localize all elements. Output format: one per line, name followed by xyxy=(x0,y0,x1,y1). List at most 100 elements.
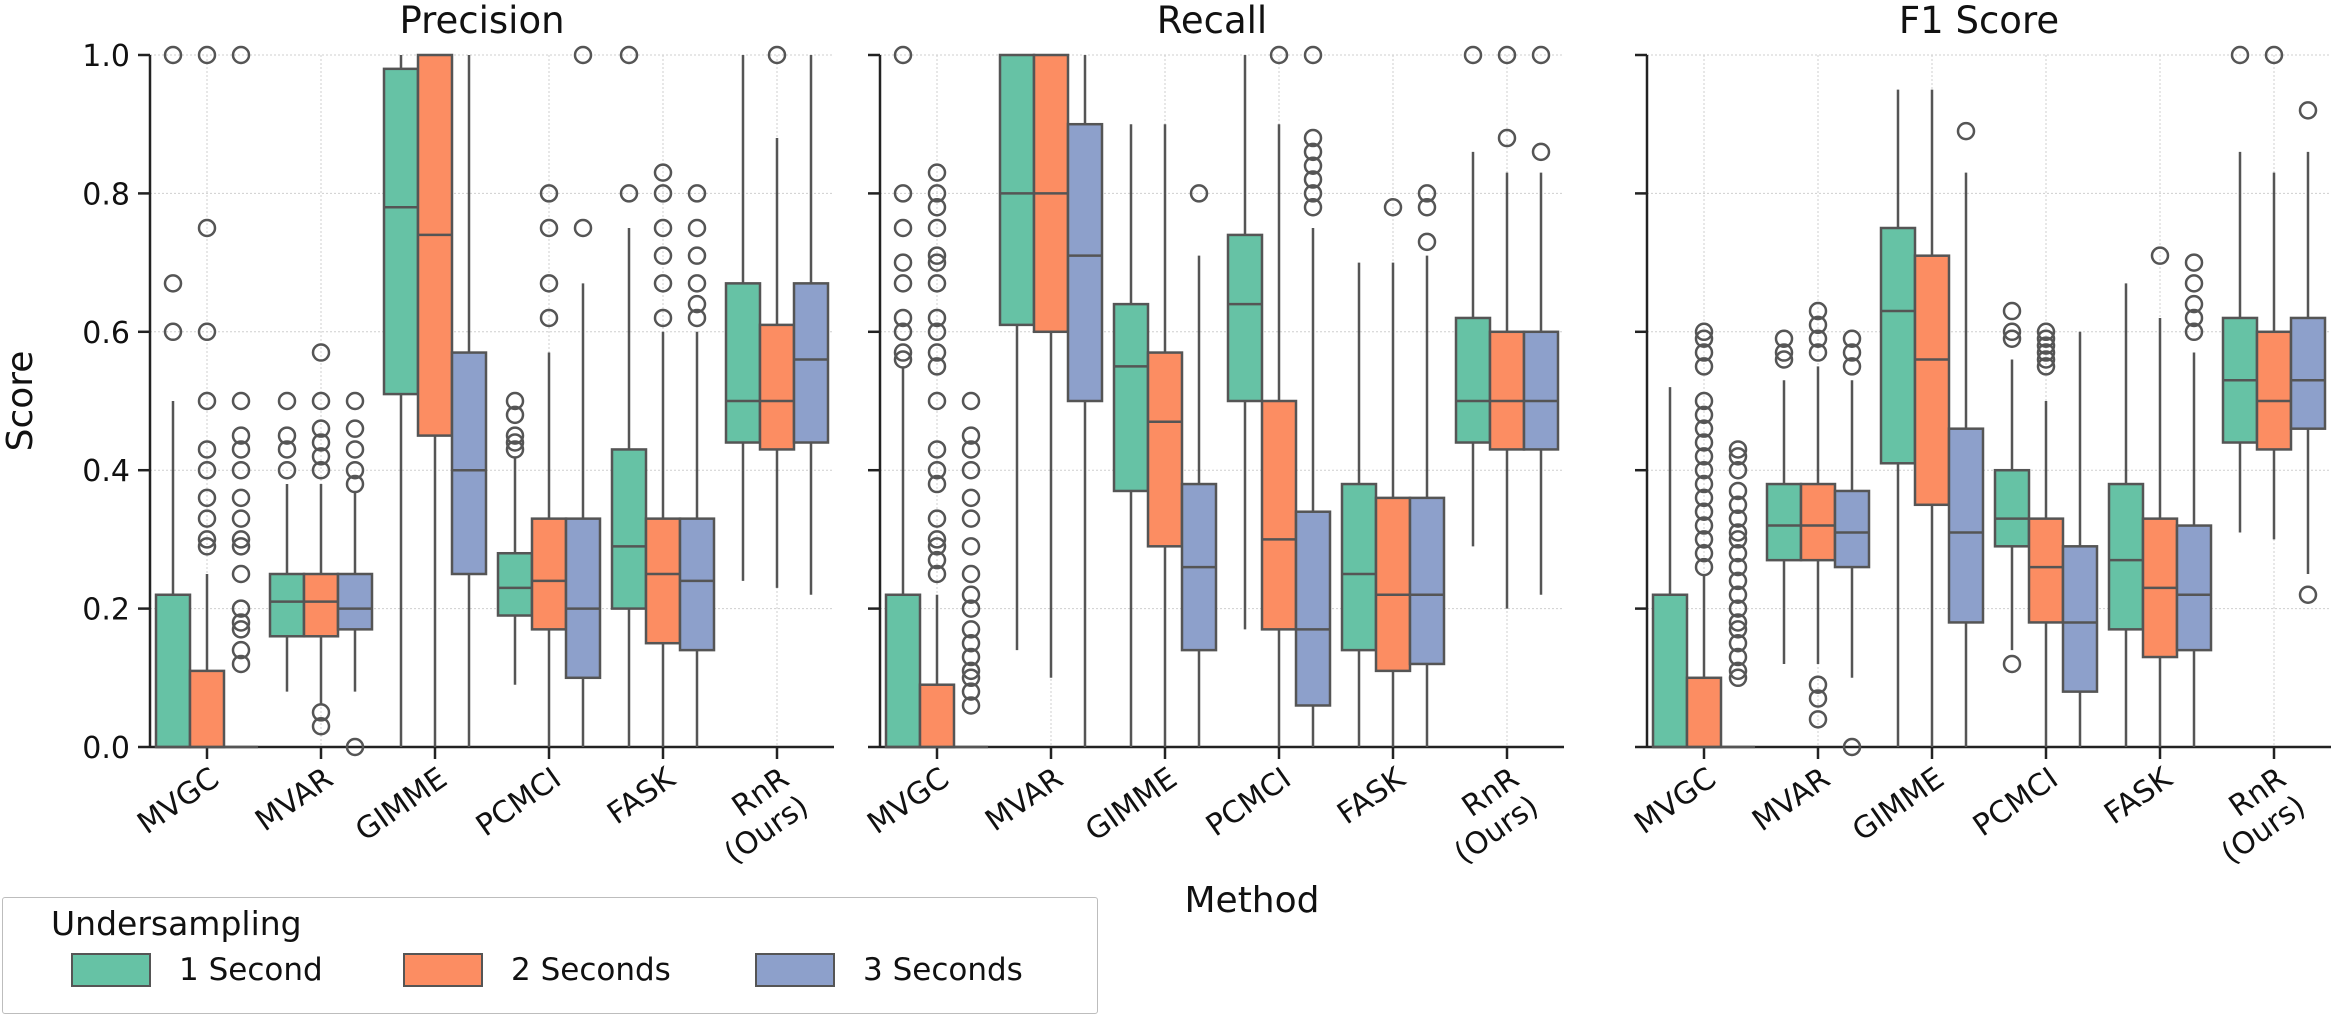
outlier-point xyxy=(231,440,251,459)
outlier-point xyxy=(893,45,913,65)
box-iqr xyxy=(1066,122,1104,403)
outlier-point xyxy=(1728,571,1748,591)
outlier-point xyxy=(1728,599,1748,618)
box-iqr xyxy=(758,323,796,451)
outlier-point xyxy=(2036,350,2056,369)
box-recall-mvgc-1s xyxy=(884,45,922,749)
outlier-point xyxy=(231,640,251,660)
panel-recall: Recall MVGC MVAR GIMME PCMCI FASK RnR(Ours) xyxy=(861,0,1564,871)
box-iqr xyxy=(1294,510,1332,707)
box-iqr xyxy=(416,53,454,437)
box-iqr xyxy=(2027,517,2065,624)
outlier-point xyxy=(231,599,251,618)
x-tick-label-fask: FASK xyxy=(1331,760,1413,832)
x-tick-label-fask: FASK xyxy=(601,760,683,832)
box-precision-fask-1s xyxy=(610,45,648,747)
box-iqr xyxy=(1879,226,1917,465)
outlier-point xyxy=(687,308,707,328)
outlier-point xyxy=(311,433,331,452)
outlier-point xyxy=(1728,440,1748,459)
box-iqr xyxy=(382,67,420,396)
outlier-point xyxy=(927,357,947,376)
box-precision-fask-2s xyxy=(644,163,682,747)
outlier-point xyxy=(311,343,331,362)
outlier-point xyxy=(927,550,947,570)
outlier-point xyxy=(1728,543,1748,563)
x-tick-label-gimme: GIMME xyxy=(1846,761,1950,849)
outlier-point xyxy=(927,460,947,480)
outlier-point xyxy=(1694,502,1714,521)
outlier-point xyxy=(1694,543,1714,563)
outlier-point xyxy=(961,668,981,688)
outlier-point xyxy=(653,308,673,328)
outlier-point xyxy=(311,460,331,480)
outlier-point xyxy=(927,530,947,549)
box-iqr xyxy=(1146,351,1184,548)
box-iqr xyxy=(496,551,534,617)
outlier-point xyxy=(231,564,251,584)
outlier-point xyxy=(927,564,947,584)
outlier-point xyxy=(1694,419,1714,438)
outlier-point xyxy=(893,350,913,369)
outlier-point xyxy=(961,661,981,681)
outlier-point xyxy=(927,537,947,556)
outlier-point xyxy=(1463,45,1483,65)
outlier-point xyxy=(927,474,947,494)
outlier-point xyxy=(231,537,251,556)
outlier-point xyxy=(197,440,217,459)
outlier-point xyxy=(961,599,981,618)
outlier-point xyxy=(893,274,913,293)
outlier-point xyxy=(2036,336,2056,355)
x-tick-label-pcmci: PCMCI xyxy=(1200,761,1298,844)
box-iqr xyxy=(2061,545,2099,693)
outlier-point xyxy=(1774,329,1794,348)
outlier-point xyxy=(1728,661,1748,681)
outlier-point xyxy=(1956,121,1976,141)
outlier-point xyxy=(345,737,365,757)
x-tick-label-mvgc: MVGC xyxy=(1628,761,1722,842)
box-iqr xyxy=(1408,496,1446,666)
outlier-point xyxy=(961,696,981,715)
outlier-point xyxy=(197,509,217,528)
outlier-point xyxy=(1497,45,1517,65)
outlier-point xyxy=(961,488,981,508)
box-iqr xyxy=(1913,254,1951,507)
outlier-point xyxy=(231,654,251,674)
outlier-point xyxy=(2230,45,2250,65)
box-f1-score-rnr-ours-3s xyxy=(2289,101,2327,605)
outlier-point xyxy=(961,564,981,584)
panel-precision: Precision 0.0 0.2 0.4 0.6 0.8 1.0 MVGC MVAR GIMME… xyxy=(82,0,834,871)
outlier-point xyxy=(1303,197,1323,217)
outlier-point xyxy=(961,620,981,639)
box-iqr xyxy=(1488,330,1526,451)
box-iqr xyxy=(302,572,340,638)
box-recall-fask-3s xyxy=(1408,184,1446,747)
outlier-point xyxy=(231,45,251,65)
outlier-point xyxy=(927,163,947,182)
outlier-point xyxy=(961,682,981,701)
box-iqr xyxy=(2255,330,2293,451)
outlier-point xyxy=(2184,322,2204,342)
box-iqr xyxy=(1993,468,2031,548)
outlier-point xyxy=(345,440,365,459)
outlier-point xyxy=(163,274,183,293)
legend-swatch-1-second xyxy=(71,953,151,987)
box-recall-rnr-ours-2s xyxy=(1488,45,1526,609)
outlier-point xyxy=(2184,274,2204,293)
box-f1-score-mvar-1s xyxy=(1765,329,1803,664)
outlier-point xyxy=(961,426,981,445)
x-tick-label-rnr-ours: RnR(Ours) xyxy=(2196,761,2313,871)
outlier-point xyxy=(163,45,183,65)
outlier-point xyxy=(1417,184,1437,203)
legend-label-2-seconds: 2 Seconds xyxy=(511,952,671,988)
outlier-point xyxy=(231,391,251,411)
outlier-point xyxy=(2002,329,2022,348)
outlier-point xyxy=(653,218,673,238)
outlier-point xyxy=(1808,315,1828,335)
outlier-point xyxy=(653,163,673,182)
outlier-point xyxy=(927,343,947,362)
box-recall-pcmci-3s xyxy=(1294,45,1332,747)
outlier-point xyxy=(927,184,947,203)
outlier-point xyxy=(1774,343,1794,362)
